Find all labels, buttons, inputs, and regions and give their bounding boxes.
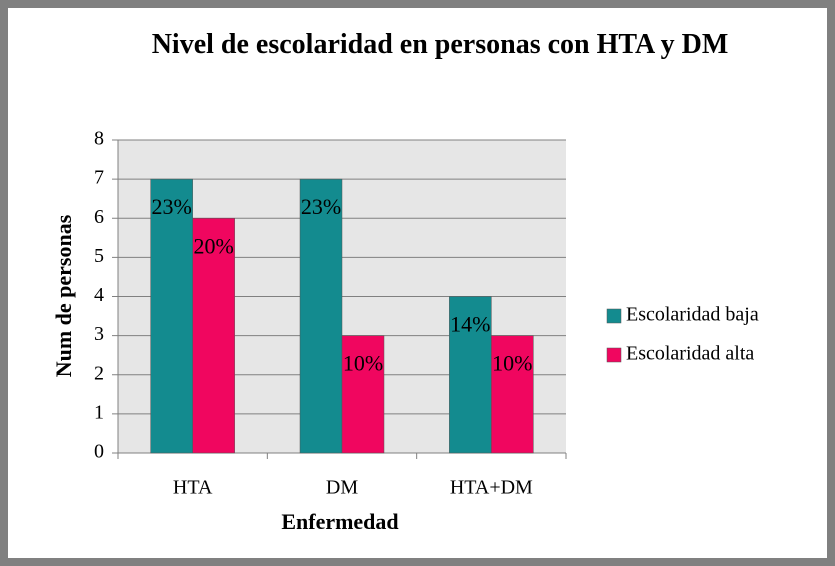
bar — [341, 335, 385, 454]
x-tick-label: DM — [326, 477, 358, 499]
bar — [491, 335, 534, 454]
y-tick-label: 6 — [94, 206, 104, 228]
x-tick-label: HTA — [173, 477, 213, 499]
y-tick-label: 5 — [94, 245, 104, 267]
x-tick-label: HTA+DM — [450, 477, 533, 499]
bar — [150, 178, 193, 454]
y-axis-label: Num de personas — [51, 214, 76, 377]
bar — [192, 218, 235, 454]
y-tick-label: 2 — [94, 362, 104, 384]
bar — [299, 178, 343, 454]
value-label: 23% — [152, 194, 192, 219]
legend-label: Escolaridad alta — [626, 343, 754, 365]
y-tick-label: 4 — [94, 284, 104, 306]
chart-title: Nivel de escolaridad en personas con HTA… — [151, 29, 729, 60]
bar — [449, 296, 492, 454]
value-label: 20% — [194, 233, 234, 258]
legend-swatch — [606, 347, 622, 363]
value-label: 23% — [301, 194, 341, 219]
legend-label: Escolaridad baja — [626, 304, 759, 326]
value-label: 10% — [343, 351, 383, 376]
y-tick-label: 1 — [94, 401, 104, 423]
y-tick-label: 0 — [94, 441, 104, 463]
y-tick-label: 3 — [94, 323, 104, 345]
y-tick-label: 7 — [94, 167, 104, 189]
value-label: 14% — [450, 312, 490, 337]
x-axis-label: Enfermedad — [281, 509, 398, 534]
legend-swatch — [606, 308, 622, 324]
y-tick-label: 8 — [94, 128, 104, 150]
value-label: 10% — [492, 351, 532, 376]
